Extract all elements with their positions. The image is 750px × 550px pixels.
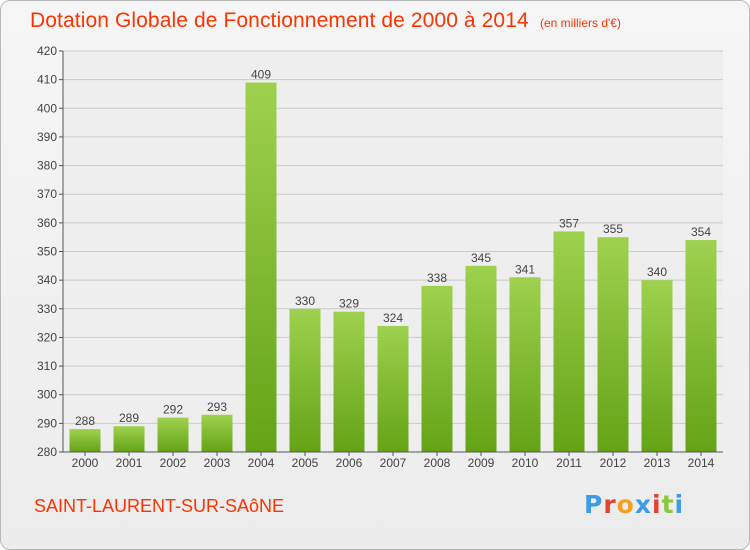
y-tick-label: 380 [37, 159, 57, 173]
logo-letter: P [584, 490, 604, 519]
commune-name: SAINT-LAURENT-SUR-SAôNE [34, 496, 285, 516]
x-tick-label: 2002 [160, 456, 187, 470]
data-label: 289 [119, 411, 139, 425]
x-tick-label: 2010 [512, 456, 539, 470]
y-tick-label: 290 [37, 416, 57, 430]
data-label: 340 [647, 265, 667, 279]
x-tick-label: 2006 [336, 456, 363, 470]
data-label: 324 [383, 311, 403, 325]
data-label: 357 [559, 216, 579, 230]
y-tick-label: 310 [37, 359, 57, 373]
logo-letter: r [603, 490, 617, 519]
logo-letter: i [674, 490, 685, 519]
bar-2007 [377, 325, 409, 452]
logo-letter: i [652, 490, 662, 519]
x-tick-label: 2001 [116, 456, 143, 470]
chart-subtitle: (en milliers d'€) [540, 16, 621, 30]
y-tick-label: 420 [37, 44, 57, 58]
x-tick-label: 2011 [556, 456, 582, 470]
x-tick-label: 2004 [248, 456, 275, 470]
bar-2012 [597, 237, 629, 452]
bar-2000 [69, 429, 101, 452]
data-label: 355 [603, 222, 623, 236]
y-tick-label: 300 [37, 388, 57, 402]
data-label: 354 [691, 225, 711, 239]
x-tick-label: 2000 [72, 456, 99, 470]
bar-2002 [157, 417, 189, 452]
x-tick-label: 2009 [468, 456, 495, 470]
bar-2006 [333, 311, 365, 452]
y-tick-label: 320 [37, 330, 57, 344]
data-label: 330 [295, 294, 315, 308]
bar-2005 [289, 308, 321, 452]
logo-letter: x [634, 490, 652, 519]
x-tick-label: 2003 [204, 456, 231, 470]
data-label: 345 [471, 251, 491, 265]
bar-2003 [201, 414, 233, 452]
data-label: 329 [339, 297, 359, 311]
x-tick-label: 2005 [292, 456, 319, 470]
x-tick-label: 2008 [424, 456, 451, 470]
y-tick-label: 280 [37, 445, 57, 459]
logo-letter: t [661, 490, 675, 519]
y-tick-label: 330 [37, 302, 57, 316]
x-tick-label: 2007 [380, 456, 407, 470]
data-label: 293 [207, 400, 227, 414]
bar-2011 [553, 231, 585, 452]
data-label: 338 [427, 271, 447, 285]
bar-2013 [641, 280, 673, 452]
y-tick-label: 350 [37, 245, 57, 259]
data-label: 288 [75, 414, 95, 428]
y-tick-label: 370 [37, 187, 57, 201]
proxiti-logo: Proxiti [584, 490, 684, 519]
data-label: 292 [163, 403, 183, 417]
chart-title: Dotation Globale de Fonctionnement de 20… [30, 9, 529, 32]
y-tick-label: 390 [37, 130, 57, 144]
bar-2014 [685, 240, 717, 452]
data-label: 341 [515, 262, 535, 276]
bar-2009 [465, 265, 497, 452]
bar-2010 [509, 277, 541, 452]
y-tick-label: 340 [37, 273, 57, 287]
y-tick-label: 410 [37, 73, 57, 87]
bar-2008 [421, 285, 453, 452]
y-tick-label: 360 [37, 216, 57, 230]
y-tick-label: 400 [37, 101, 57, 115]
x-tick-label: 2012 [600, 456, 627, 470]
x-tick-label: 2013 [644, 456, 671, 470]
bar-2004 [245, 82, 277, 452]
x-tick-label: 2014 [688, 456, 715, 470]
bar-2001 [113, 426, 145, 452]
logo-letter: o [616, 490, 635, 519]
data-label: 409 [251, 68, 271, 82]
